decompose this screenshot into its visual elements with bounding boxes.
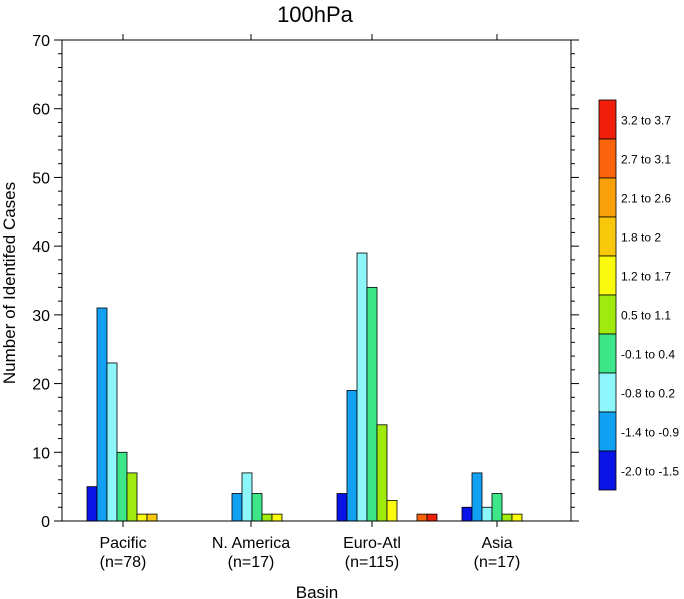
bar <box>116 451 128 522</box>
legend-swatch <box>598 333 617 374</box>
bar <box>86 486 98 522</box>
y-tick-label: 20 <box>32 377 50 394</box>
y-tick-label: 0 <box>41 514 50 531</box>
legend-swatch <box>598 255 617 296</box>
bar <box>106 362 118 522</box>
legend-label: 1.8 to 2 <box>621 231 661 245</box>
bar <box>356 252 368 522</box>
legend: 3.2 to 3.7 2.7 to 3.1 2.1 to 2.6 1.8 to 2 1.… <box>598 99 679 491</box>
x-tick-label: N. America <box>212 535 290 552</box>
x-tick-label: Euro-Atl <box>343 535 401 552</box>
bar <box>271 513 283 522</box>
x-tick-count-label: (n=115) <box>345 554 399 571</box>
y-tick-label: 10 <box>32 445 50 462</box>
legend-swatch <box>598 450 617 491</box>
bar <box>136 513 148 522</box>
legend-swatch <box>598 216 617 257</box>
x-axis-label: Basin <box>296 583 339 599</box>
bar <box>366 286 378 522</box>
legend-swatch <box>598 177 617 218</box>
bar <box>416 513 428 522</box>
legend-label: -2.0 to -1.5 <box>621 465 679 479</box>
x-tick-count-label: (n=78) <box>100 554 147 571</box>
x-tick-label: Pacific <box>99 535 146 552</box>
legend-swatch <box>598 372 617 413</box>
chart-title: 100hPa <box>277 2 354 27</box>
bar <box>231 493 243 522</box>
bar <box>241 472 253 522</box>
legend-label: -0.1 to 0.4 <box>621 348 675 362</box>
x-tick-label: Asia <box>481 535 512 552</box>
bar <box>426 513 438 522</box>
bar <box>471 472 483 522</box>
plot-frame <box>61 39 572 522</box>
bar <box>336 493 348 522</box>
y-tick-label: 70 <box>32 33 50 50</box>
legend-swatch <box>598 411 617 452</box>
y-tick-labels: 0 10 20 30 40 50 60 70 <box>32 33 50 531</box>
bar <box>491 493 503 522</box>
axes <box>54 34 579 527</box>
bar <box>501 513 513 522</box>
bar <box>386 499 398 522</box>
bar <box>376 424 388 522</box>
bar <box>346 390 358 522</box>
y-axis-label: Number of Identifed Cases <box>0 182 19 384</box>
legend-label: -1.4 to -0.9 <box>621 426 679 440</box>
legend-swatch <box>598 99 617 140</box>
x-tick-count-label: (n=17) <box>474 554 521 571</box>
bar <box>126 472 138 522</box>
legend-label: 2.1 to 2.6 <box>621 192 671 206</box>
y-tick-label: 60 <box>32 102 50 119</box>
y-tick-label: 30 <box>32 308 50 325</box>
bar <box>461 506 473 522</box>
legend-label: 1.2 to 1.7 <box>621 270 671 284</box>
legend-swatch <box>598 138 617 179</box>
y-tick-label: 40 <box>32 239 50 256</box>
legend-label: 3.2 to 3.7 <box>621 114 671 128</box>
bar <box>146 513 158 522</box>
bar <box>261 513 273 522</box>
x-tick-count-label: (n=17) <box>228 554 275 571</box>
legend-label: 2.7 to 3.1 <box>621 153 671 167</box>
x-tick-labels: Pacific (n=78) N. America (n=17) Euro-Atl (n=… <box>99 535 520 571</box>
bar <box>96 307 108 522</box>
bar <box>481 506 493 522</box>
legend-label: 0.5 to 1.1 <box>621 309 671 323</box>
y-tick-label: 50 <box>32 170 50 187</box>
legend-swatch <box>598 294 617 335</box>
bar <box>511 513 523 522</box>
legend-label: -0.8 to 0.2 <box>621 387 675 401</box>
bar-group <box>86 252 523 522</box>
bar <box>251 493 263 522</box>
